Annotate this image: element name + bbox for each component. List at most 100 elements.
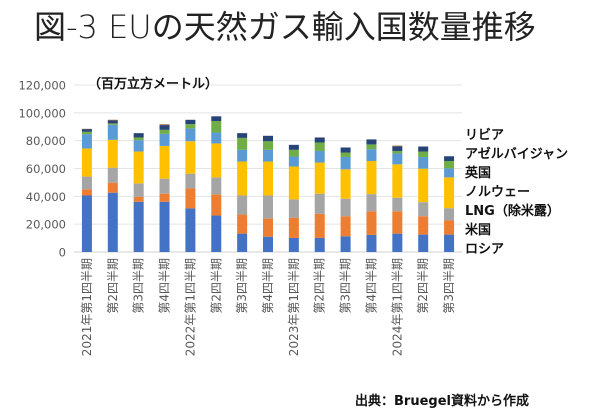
bar-segment (314, 142, 325, 151)
bar-stack (366, 139, 377, 252)
bar-segment (107, 167, 118, 183)
bar-segment (237, 133, 248, 138)
bar-segment (366, 144, 377, 150)
bar-segment (133, 133, 144, 138)
bar-segment (133, 137, 144, 141)
bar-segment (107, 124, 118, 140)
bar-segment (159, 129, 170, 134)
bar-stack (263, 135, 273, 252)
bar-segment (263, 218, 273, 237)
bar-segment (185, 124, 196, 129)
bar-segment (340, 198, 351, 217)
bar-segment (159, 133, 170, 146)
bar-segment (314, 137, 325, 143)
bar-segment (133, 151, 144, 184)
bar-segment (159, 201, 170, 252)
x-tick-label: 第4四半期 (364, 258, 378, 314)
bar-segment (107, 119, 118, 121)
bar-stack (340, 147, 351, 252)
bar-segment (340, 152, 351, 157)
bar-segment (418, 156, 429, 169)
bar-segment (211, 215, 222, 252)
bar-segment (237, 195, 248, 215)
bar-stack (133, 133, 144, 252)
bar-segment (263, 135, 273, 142)
bar-segment (81, 131, 92, 135)
legend-item-uk: 英国 (465, 166, 492, 181)
bar-segment (237, 149, 248, 162)
bar-segment (392, 211, 403, 234)
bar-segment (366, 149, 377, 161)
bar-segment (159, 124, 170, 126)
bar-segment (288, 199, 299, 218)
bar-segment (314, 162, 325, 194)
bar-segment (288, 217, 299, 238)
bar-segment (288, 156, 299, 167)
bar-segment (211, 121, 222, 133)
source-note: 出典：Bruegel資料から作成 (355, 394, 529, 409)
bar-segment (340, 236, 351, 252)
bar-segment (107, 182, 118, 193)
bar-segment (366, 234, 377, 252)
bar-segment (81, 134, 92, 149)
bar-segment (263, 161, 273, 196)
bar-segment (185, 119, 196, 125)
bar-segment (133, 201, 144, 252)
bar-segment (288, 237, 299, 252)
bar-segment (392, 150, 403, 154)
bar-segment (159, 145, 170, 179)
bar-stack (211, 116, 222, 252)
bar-segment (211, 132, 222, 144)
legend-item-libya: リビア (465, 128, 505, 143)
bar-segment (159, 193, 170, 202)
bar-segment (211, 143, 222, 178)
bar-segment (107, 123, 118, 125)
legend-item-norway: ノルウェー (465, 185, 531, 200)
bar-segment (418, 234, 429, 252)
bar-segment (314, 193, 325, 214)
bar-stack (288, 144, 299, 252)
bar-stack (159, 124, 170, 252)
bar-segment (314, 150, 325, 163)
x-tick-label: 第3四半期 (235, 258, 249, 314)
bar-segment (392, 197, 403, 212)
y-tick-label: 20,000 (26, 218, 66, 232)
unit-label: （百万立方メートル） (88, 77, 219, 92)
bar-segment (444, 208, 455, 221)
legend-item-lng: LNG（除米露） (465, 204, 560, 219)
chart-title: 図-3 EUの天然ガス輸入国数量推移 (34, 8, 536, 46)
bar-stack (81, 128, 92, 252)
bar-segment (81, 148, 92, 177)
bar-segment (185, 188, 196, 209)
bar-segment (366, 160, 377, 195)
bar-segment (314, 237, 325, 252)
bar-stack (185, 119, 196, 252)
bar-segment (237, 137, 248, 150)
bar-stack (418, 146, 429, 252)
bar-segment (237, 233, 248, 252)
x-tick-label: 2024年第1四半期 (390, 258, 404, 356)
bar-segment (340, 147, 351, 153)
x-tick-label: 第2四半期 (313, 258, 327, 314)
bar-segment (366, 139, 377, 145)
bar-segment (185, 141, 196, 174)
bar-segment (366, 194, 377, 212)
bar-segment (366, 211, 377, 235)
x-tick-label: 第2四半期 (209, 258, 223, 314)
legend-item-usa: 米国 (465, 223, 492, 238)
bar-segment (392, 153, 403, 165)
bar-stack (107, 119, 118, 252)
bar-segment (107, 120, 118, 124)
bar-stack (237, 133, 248, 252)
x-tick-label: 第2四半期 (416, 258, 430, 314)
x-tick-label: 第4四半期 (158, 258, 172, 314)
x-tick-label: 第3四半期 (442, 258, 456, 314)
bar-segment (444, 234, 455, 252)
bar-segment (81, 189, 92, 196)
y-tick-label: 100,000 (18, 106, 66, 120)
y-tick-label: 80,000 (26, 134, 66, 148)
x-tick-label: 第3四半期 (132, 258, 146, 314)
x-tick-label: 第4四半期 (261, 258, 275, 314)
bar-segment (418, 146, 429, 152)
